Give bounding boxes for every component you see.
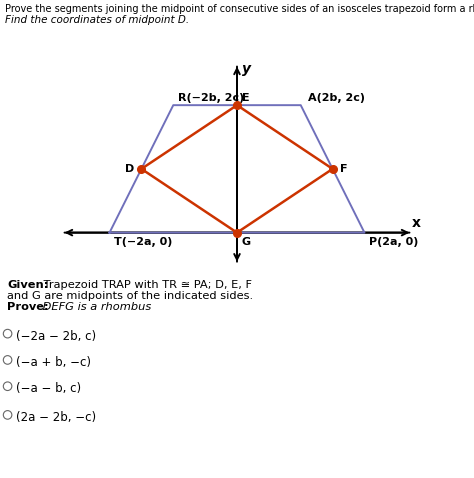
Text: Trapezoid TRAP with TR ≅ PA; D, E, F: Trapezoid TRAP with TR ≅ PA; D, E, F (40, 280, 252, 290)
Text: D: D (125, 164, 134, 174)
Text: (2a − 2b, −c): (2a − 2b, −c) (16, 411, 96, 424)
Text: Prove the segments joining the midpoint of consecutive sides of an isosceles tra: Prove the segments joining the midpoint … (5, 4, 474, 14)
Text: DEFG is a rhombus: DEFG is a rhombus (39, 302, 151, 312)
Text: Prove:: Prove: (7, 302, 49, 312)
Text: x: x (412, 216, 421, 230)
Text: P(2a, 0): P(2a, 0) (369, 237, 418, 247)
Text: (−a − b, c): (−a − b, c) (16, 382, 81, 395)
Text: G: G (241, 237, 251, 247)
Text: T(−2a, 0): T(−2a, 0) (114, 237, 173, 247)
Text: F: F (340, 164, 348, 174)
Text: (−a + b, −c): (−a + b, −c) (16, 356, 91, 369)
Text: y: y (242, 62, 251, 76)
Text: (−2a − 2b, c): (−2a − 2b, c) (16, 330, 96, 343)
Text: A(2b, 2c): A(2b, 2c) (309, 93, 365, 103)
Text: R(−2b, 2c): R(−2b, 2c) (178, 93, 245, 103)
Text: Find the coordinates of midpoint D.: Find the coordinates of midpoint D. (5, 15, 189, 25)
Text: Given:: Given: (7, 280, 48, 290)
Text: and G are midpoints of the indicated sides.: and G are midpoints of the indicated sid… (7, 291, 253, 301)
Text: E: E (242, 93, 250, 103)
